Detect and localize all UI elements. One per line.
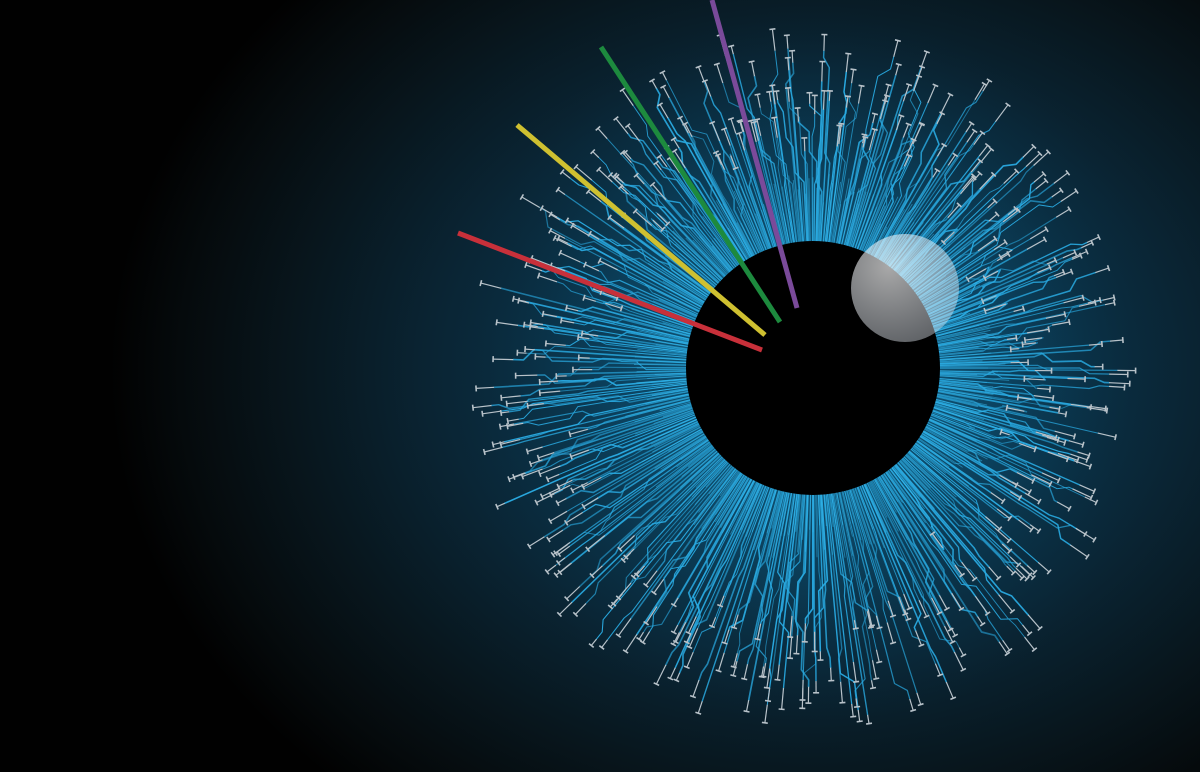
red-beam [457, 230, 763, 353]
green-beam [598, 45, 783, 324]
yellow-beam [515, 123, 767, 337]
light-beams [457, 0, 800, 353]
purple-beam [709, 0, 800, 309]
eye-highlight [851, 234, 959, 342]
inner-iris-ring [625, 174, 1010, 558]
circuit-pads [471, 28, 1137, 725]
